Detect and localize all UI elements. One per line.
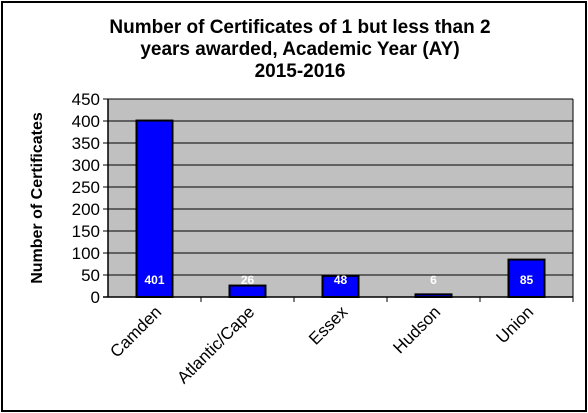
data-label: 26 [241, 273, 255, 287]
chart-title: Number of Certificates of 1 but less tha… [100, 17, 500, 83]
x-tick-label: Hudson [389, 302, 444, 357]
data-label: 6 [430, 273, 437, 287]
x-tick-label: Atlantic/Cape [173, 302, 258, 387]
x-tick-label: Essex [305, 302, 352, 349]
y-axis-label: Number of Certificates [29, 112, 46, 284]
y-tick-label: 50 [81, 266, 100, 285]
x-tick-label: Camden [106, 302, 165, 361]
bars [135, 119, 546, 299]
chart-title-line-1: Number of Certificates of 1 but less tha… [109, 17, 491, 38]
y-tick-label: 0 [91, 288, 100, 307]
y-tick-label: 450 [72, 90, 100, 109]
data-label: 48 [334, 273, 348, 287]
x-tick-label: Union [492, 302, 537, 347]
data-label: 85 [520, 273, 534, 287]
bar-union [507, 258, 546, 299]
gridlines [103, 98, 574, 302]
bar-camden [135, 119, 174, 298]
y-tick-label: 150 [72, 222, 100, 241]
y-tick-label: 100 [72, 244, 100, 263]
y-tick-label: 250 [72, 178, 100, 197]
x-tick-labels: Camden Atlantic/Cape Essex Hudson Union [106, 302, 537, 387]
y-tick-label: 400 [72, 112, 100, 131]
y-tick-labels: 0 50 100 150 200 250 300 350 400 450 [72, 90, 100, 307]
data-label: 401 [144, 273, 164, 287]
chart-title-line-3: 2015-2016 [254, 61, 346, 82]
axes [103, 99, 574, 298]
chart-title-line-2: years awarded, Academic Year (AY) [140, 39, 460, 60]
bar-atlantic-cape [228, 284, 267, 298]
data-labels: 401 26 48 6 85 [144, 273, 533, 287]
y-tick-label: 300 [72, 156, 100, 175]
plot-area [108, 99, 573, 297]
y-tick-label: 350 [72, 134, 100, 153]
y-tick-label: 200 [72, 200, 100, 219]
